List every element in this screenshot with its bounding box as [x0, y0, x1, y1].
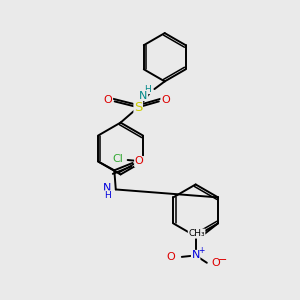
Text: N: N [191, 250, 200, 260]
Text: O: O [167, 252, 175, 262]
Text: N: N [103, 183, 112, 193]
Text: Cl: Cl [112, 154, 123, 164]
Text: −: − [218, 255, 227, 265]
Text: H: H [104, 191, 111, 200]
Text: S: S [134, 101, 142, 114]
Text: O: O [135, 157, 143, 166]
Text: +: + [198, 246, 205, 255]
Text: O: O [211, 258, 220, 268]
Text: N: N [139, 91, 148, 100]
Text: CH₃: CH₃ [188, 229, 205, 238]
Text: O: O [104, 95, 112, 105]
Text: O: O [161, 95, 170, 105]
Text: H: H [144, 85, 151, 94]
